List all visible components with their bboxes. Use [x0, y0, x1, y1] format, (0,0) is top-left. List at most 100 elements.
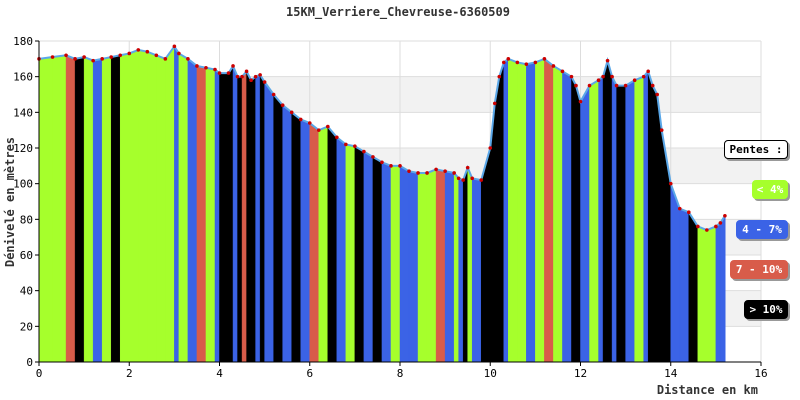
slope-segment-gt10: [607, 60, 613, 363]
legend-item-7to10: 7 - 10%: [730, 260, 788, 279]
data-point: [64, 53, 68, 58]
data-point: [240, 74, 244, 79]
slope-segment-4to7: [611, 76, 617, 363]
slope-segment-4to7: [264, 81, 274, 363]
data-point: [235, 74, 240, 79]
data-point: [231, 64, 235, 68]
slope-segment-gt10: [494, 76, 500, 363]
slope-segment-7to10: [196, 65, 207, 363]
x-tick-label: 16: [754, 367, 767, 380]
data-point: [465, 165, 470, 170]
data-point: [605, 58, 610, 63]
y-tick-label: 100: [13, 178, 33, 191]
slope-segment-7to10: [309, 122, 320, 363]
slope-segment-lt4: [119, 53, 130, 363]
data-point: [271, 92, 276, 97]
data-point: [298, 117, 303, 122]
data-point: [307, 121, 312, 125]
data-point: [569, 74, 574, 79]
slope-segment-lt4: [345, 144, 356, 363]
slope-segment-4to7: [643, 70, 649, 363]
data-point: [425, 171, 429, 175]
x-axis-label: Distance en km: [657, 383, 758, 397]
slope-segment-4to7: [715, 222, 721, 363]
slope-segment-lt4: [453, 172, 459, 363]
data-point: [316, 128, 321, 132]
y-tick-label: 60: [20, 249, 33, 262]
x-tick-label: 14: [664, 367, 678, 380]
slope-segment-lt4: [138, 49, 148, 363]
data-point: [533, 60, 538, 65]
data-point: [574, 83, 578, 88]
slope-segment-lt4: [205, 67, 216, 363]
slope-segment-gt10: [74, 56, 85, 363]
y-tick-label: 0: [26, 356, 33, 369]
y-tick-label: 160: [13, 71, 33, 84]
x-tick-label: 10: [484, 367, 497, 380]
slope-segment-lt4: [147, 51, 157, 363]
slope-segment-gt10: [602, 60, 608, 363]
slope-segment-gt10: [688, 211, 699, 363]
slope-segment-lt4: [589, 79, 599, 363]
slope-segment-gt10: [652, 85, 658, 363]
y-tick-label: 180: [13, 35, 33, 48]
x-tick-label: 4: [216, 367, 223, 380]
data-point: [614, 83, 619, 88]
data-point: [515, 60, 520, 65]
slope-segment-lt4: [467, 167, 473, 363]
slope-segment-4to7: [458, 177, 464, 363]
slope-segment-4to7: [679, 208, 690, 363]
x-tick-label: 0: [36, 367, 43, 380]
slope-segment-gt10: [219, 72, 229, 363]
data-point: [587, 83, 592, 88]
data-point: [50, 55, 55, 59]
slope-segment-4to7: [187, 58, 198, 363]
legend-item-gt10: > 10%: [744, 300, 788, 319]
data-point: [668, 181, 673, 186]
slope-segment-4to7: [625, 79, 635, 363]
data-point: [217, 71, 222, 75]
slope-segment-7to10: [241, 70, 247, 363]
data-point: [244, 69, 249, 74]
data-point: [696, 224, 700, 229]
slope-segment-7to10: [544, 58, 554, 363]
data-point: [551, 64, 556, 68]
slope-segment-gt10: [575, 85, 581, 363]
data-point: [461, 178, 465, 182]
slope-segment-4to7: [214, 69, 220, 363]
slope-segment-4to7: [580, 84, 590, 363]
slope-segment-lt4: [165, 45, 175, 363]
slope-segments: [38, 45, 726, 363]
slope-segment-7to10: [65, 54, 76, 363]
slope-segment-4to7: [336, 136, 347, 363]
slope-segment-lt4: [390, 165, 401, 363]
profile-markers: [37, 44, 727, 232]
x-tick-label: 12: [574, 367, 587, 380]
x-tick-label: 2: [126, 367, 133, 380]
data-point: [353, 144, 357, 149]
data-point: [172, 44, 177, 49]
slope-segment-lt4: [508, 58, 518, 363]
slope-segment-lt4: [38, 56, 53, 363]
data-point: [154, 53, 159, 58]
data-point: [646, 69, 650, 74]
data-point: [718, 221, 723, 225]
data-point: [492, 101, 497, 106]
slope-segment-4to7: [255, 74, 261, 363]
slope-segment-gt10: [291, 111, 301, 363]
legend-item-4to7: 4 - 7%: [736, 220, 788, 239]
slope-segment-lt4: [178, 53, 189, 363]
data-point: [186, 57, 190, 61]
slope-segment-4to7: [670, 183, 681, 363]
legend-item-lt4: < 4%: [752, 180, 788, 199]
data-point: [204, 65, 208, 70]
data-point: [118, 53, 123, 58]
slope-segment-gt10: [656, 94, 662, 363]
data-point: [82, 55, 86, 59]
data-point: [542, 57, 547, 61]
x-tick-labels: 0 2 4 6 8 10 12 14 16: [36, 362, 768, 380]
data-point: [258, 73, 262, 77]
data-point: [398, 164, 402, 168]
